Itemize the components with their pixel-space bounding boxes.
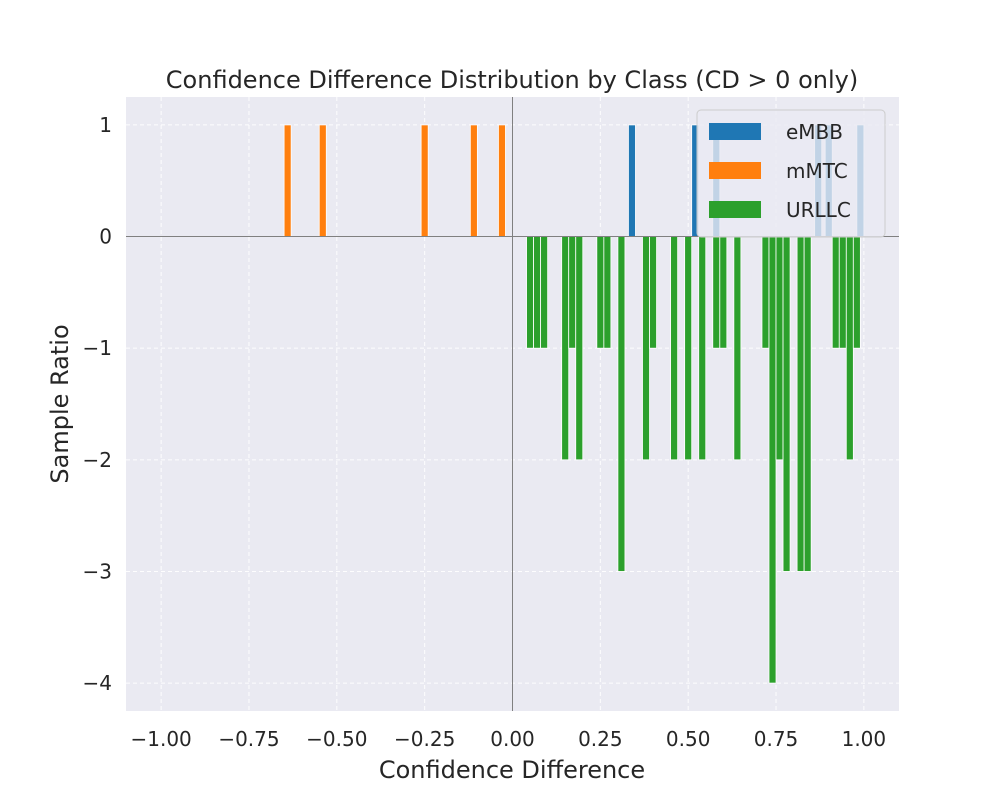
bar-urllc xyxy=(768,236,777,684)
y-tick-label: −2 xyxy=(83,448,112,472)
bar-urllc xyxy=(761,236,770,349)
x-tick-label: 0.25 xyxy=(578,727,623,751)
bar-urllc xyxy=(733,236,742,461)
bar-urllc xyxy=(684,236,693,461)
bar-urllc xyxy=(617,236,626,572)
bar-mmtc xyxy=(469,124,478,237)
y-tick-label: 0 xyxy=(99,225,112,249)
y-tick-label: −3 xyxy=(83,559,112,583)
bar-urllc xyxy=(649,236,657,349)
bar-urllc xyxy=(845,236,854,461)
legend-swatch-embb xyxy=(709,123,761,140)
bar-urllc xyxy=(831,236,840,349)
bar-urllc xyxy=(838,236,847,349)
legend: eMBB mMTC URLLC xyxy=(696,109,886,238)
bar-urllc xyxy=(540,236,549,349)
legend-label-embb: eMBB xyxy=(786,120,843,144)
bar-urllc xyxy=(803,236,812,572)
bar-urllc xyxy=(775,236,784,461)
bar-urllc xyxy=(782,236,791,572)
x-tick-label: −0.75 xyxy=(218,727,279,751)
y-tick-label: −1 xyxy=(83,336,112,360)
bar-urllc xyxy=(533,236,542,349)
bar-mmtc xyxy=(318,124,327,237)
bar-urllc xyxy=(568,236,577,349)
bar-embb xyxy=(628,124,636,237)
legend-swatch-urllc xyxy=(709,201,761,218)
bar-urllc xyxy=(642,236,650,461)
legend-swatch-mmtc xyxy=(709,162,761,179)
bar-urllc xyxy=(596,236,605,349)
bar-urllc xyxy=(698,236,707,461)
y-tick-labels: −4 −3 −2 −1 0 1 xyxy=(83,113,112,695)
chart-title: Confidence Difference Distribution by Cl… xyxy=(166,66,858,94)
bars xyxy=(283,124,865,684)
x-axis-label: Confidence Difference xyxy=(379,756,645,784)
bar-urllc xyxy=(526,236,534,349)
x-tick-label: −1.00 xyxy=(130,727,191,751)
x-tick-label: 0.00 xyxy=(490,727,535,751)
bar-urllc xyxy=(712,236,721,349)
y-tick-label: −4 xyxy=(83,671,112,695)
bar-mmtc xyxy=(420,124,429,237)
bar-urllc xyxy=(670,236,679,461)
bar-urllc xyxy=(561,236,570,461)
x-tick-labels: −1.00 −0.75 −0.50 −0.25 0.00 0.25 0.50 0.75 1.00 xyxy=(130,727,886,751)
bar-urllc xyxy=(575,236,584,461)
y-tick-label: 1 xyxy=(99,113,112,137)
legend-label-urllc: URLLC xyxy=(786,198,851,222)
x-tick-label: 1.00 xyxy=(842,727,887,751)
bar-urllc xyxy=(796,236,805,572)
x-tick-label: 0.75 xyxy=(754,727,799,751)
x-tick-label: −0.25 xyxy=(394,727,455,751)
bar-urllc xyxy=(852,236,861,349)
legend-label-mmtc: mMTC xyxy=(786,159,848,183)
x-tick-label: 0.50 xyxy=(666,727,711,751)
x-tick-label: −0.50 xyxy=(306,727,367,751)
y-axis-label: Sample Ratio xyxy=(46,324,74,483)
bar-urllc xyxy=(603,236,612,349)
bar-urllc xyxy=(719,236,728,349)
bar-mmtc xyxy=(283,124,292,237)
bar-mmtc xyxy=(498,124,506,237)
